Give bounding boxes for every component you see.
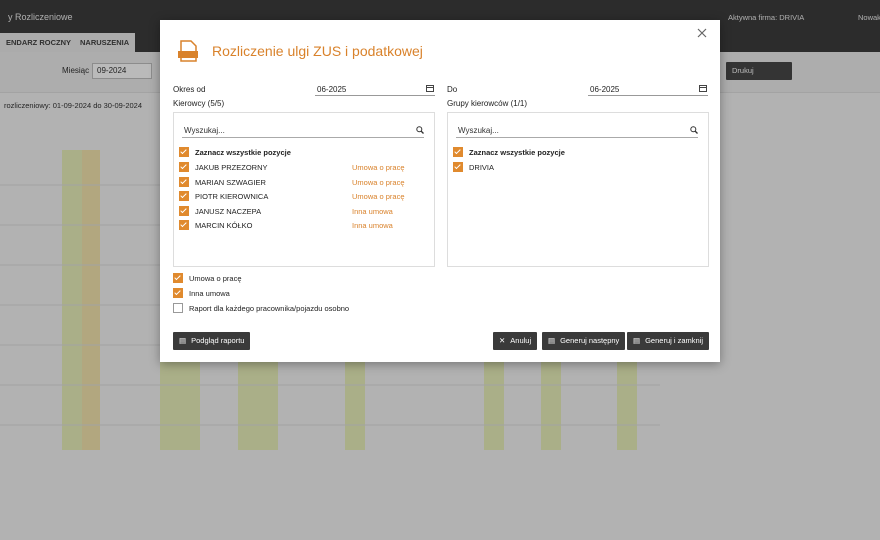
driver-name: JAKUB PRZEZORNY — [195, 163, 268, 172]
option-row[interactable]: Raport dla każdego pracownika/pojazdu os… — [173, 302, 349, 316]
print-button[interactable]: Drukuj — [726, 62, 792, 80]
driver-name: PIOTR KIEROWNICA — [195, 192, 269, 201]
driver-row[interactable]: JANUSZ NACZEPA Inna umowa — [179, 205, 429, 219]
checkbox[interactable] — [173, 288, 183, 299]
contract-type: Inna umowa — [352, 221, 393, 230]
contract-type: Umowa o pracę — [352, 177, 405, 187]
checkbox[interactable] — [173, 303, 183, 314]
groups-label: Grupy kierowców (1/1) — [447, 99, 528, 108]
search-placeholder: Wyszukaj... — [458, 126, 499, 135]
checkbox[interactable] — [453, 162, 463, 173]
option-label: Raport dla każdego pracownika/pojazdu os… — [189, 304, 350, 313]
option-row[interactable]: Umowa o pracę — [173, 272, 242, 286]
search-placeholder: Wyszukaj... — [184, 126, 225, 135]
checkbox[interactable] — [173, 273, 183, 284]
checkbox[interactable] — [179, 162, 189, 173]
user: Nowak — [858, 13, 880, 22]
tab[interactable]: ENDARZ ROCZNY — [0, 33, 77, 52]
checkbox[interactable] — [179, 191, 189, 202]
month-input[interactable]: 09-2024 — [92, 63, 152, 79]
generate-close-button[interactable]: ▤ Generuj i zamknij — [627, 332, 710, 350]
to-value: 06-2025 — [590, 85, 620, 94]
contract-type: Inna umowa — [352, 206, 393, 216]
option-label: Umowa o pracę — [189, 274, 242, 283]
select-all[interactable]: Zaznacz wszystkie pozycje — [179, 146, 291, 160]
dialog-title: Rozliczenie ulgi ZUS i podatkowej — [212, 43, 423, 59]
generate-next-label: Generuj następny — [560, 336, 620, 345]
checkbox[interactable] — [179, 205, 189, 216]
driver-name: MARCIN KÓŁKO — [195, 221, 253, 230]
preview-button[interactable]: ▤ Podgląd raportu — [173, 332, 251, 350]
app-title: y Rozliczeniowe — [8, 12, 73, 22]
group-name: DRIVIA — [469, 163, 495, 172]
checkbox[interactable] — [179, 147, 189, 158]
preview-label: Podgląd raportu — [191, 336, 245, 345]
checkbox[interactable] — [453, 147, 463, 158]
tab[interactable]: NARUSZENIA — [74, 33, 136, 52]
pdf-icon — [178, 40, 198, 62]
option-label: Inna umowa — [189, 289, 230, 298]
select-all[interactable]: Zaznacz wszystkie pozycje — [453, 146, 565, 160]
driver-row[interactable]: PIOTR KIEROWNICA Umowa o pracę — [179, 190, 429, 204]
driver-name: MARIAN SZWAGIER — [195, 177, 266, 187]
cancel-button[interactable]: ✕ Anuluj — [493, 332, 538, 350]
period: rozliczeniowy: 01-09-2024 do 30-09-2024 — [4, 101, 143, 110]
search-input[interactable]: Wyszukaj... — [456, 125, 698, 138]
driver-row[interactable]: MARCIN KÓŁKO Inna umowa — [179, 219, 429, 233]
search-input[interactable]: Wyszukaj... — [182, 125, 424, 138]
search-icon — [416, 126, 424, 134]
checkbox[interactable] — [179, 176, 189, 187]
checkbox[interactable] — [179, 220, 189, 231]
driver-row[interactable]: MARIAN SZWAGIER Umowa o pracę — [179, 176, 429, 190]
from-input[interactable]: 06-2025 — [315, 83, 435, 96]
cancel-label: Anuluj — [510, 336, 532, 345]
driver-row[interactable]: JAKUB PRZEZORNY Umowa o pracę — [179, 161, 429, 175]
option-row[interactable]: Inna umowa — [173, 287, 230, 301]
to-input[interactable]: 06-2025 — [588, 83, 708, 96]
groups-panel: Wyszukaj... Zaznacz wszystkie pozycje DR… — [447, 112, 709, 267]
month-label: Miesiąc — [62, 66, 90, 75]
search-icon — [690, 126, 698, 134]
generate-next-button[interactable]: ▤ Generuj następny — [542, 332, 626, 350]
select-all-label: Zaznacz wszystkie pozycje — [469, 148, 565, 157]
drivers-label: Kierowcy (5/5) — [173, 99, 225, 108]
contract-type: Umowa o pracę — [352, 163, 405, 172]
generate-close-label: Generuj i zamknij — [645, 336, 704, 345]
dialog: Rozliczenie ulgi ZUS i podatkowej Okres … — [160, 20, 720, 362]
contract-type: Umowa o pracę — [352, 192, 405, 201]
to-label: Do — [447, 85, 458, 94]
from-label: Okres od — [173, 85, 206, 94]
from-value: 06-2025 — [317, 85, 347, 94]
select-all-label: Zaznacz wszystkie pozycje — [195, 148, 291, 157]
driver-name: JANUSZ NACZEPA — [195, 206, 262, 216]
group-row[interactable]: DRIVIA — [453, 161, 494, 175]
close-button[interactable] — [697, 28, 707, 38]
calendar-icon[interactable] — [699, 84, 707, 92]
company: Aktywna firma: DRIVIA — [728, 13, 805, 22]
calendar-icon[interactable] — [426, 84, 434, 92]
drivers-panel: Wyszukaj... Zaznacz wszystkie pozycje JA… — [173, 112, 435, 267]
